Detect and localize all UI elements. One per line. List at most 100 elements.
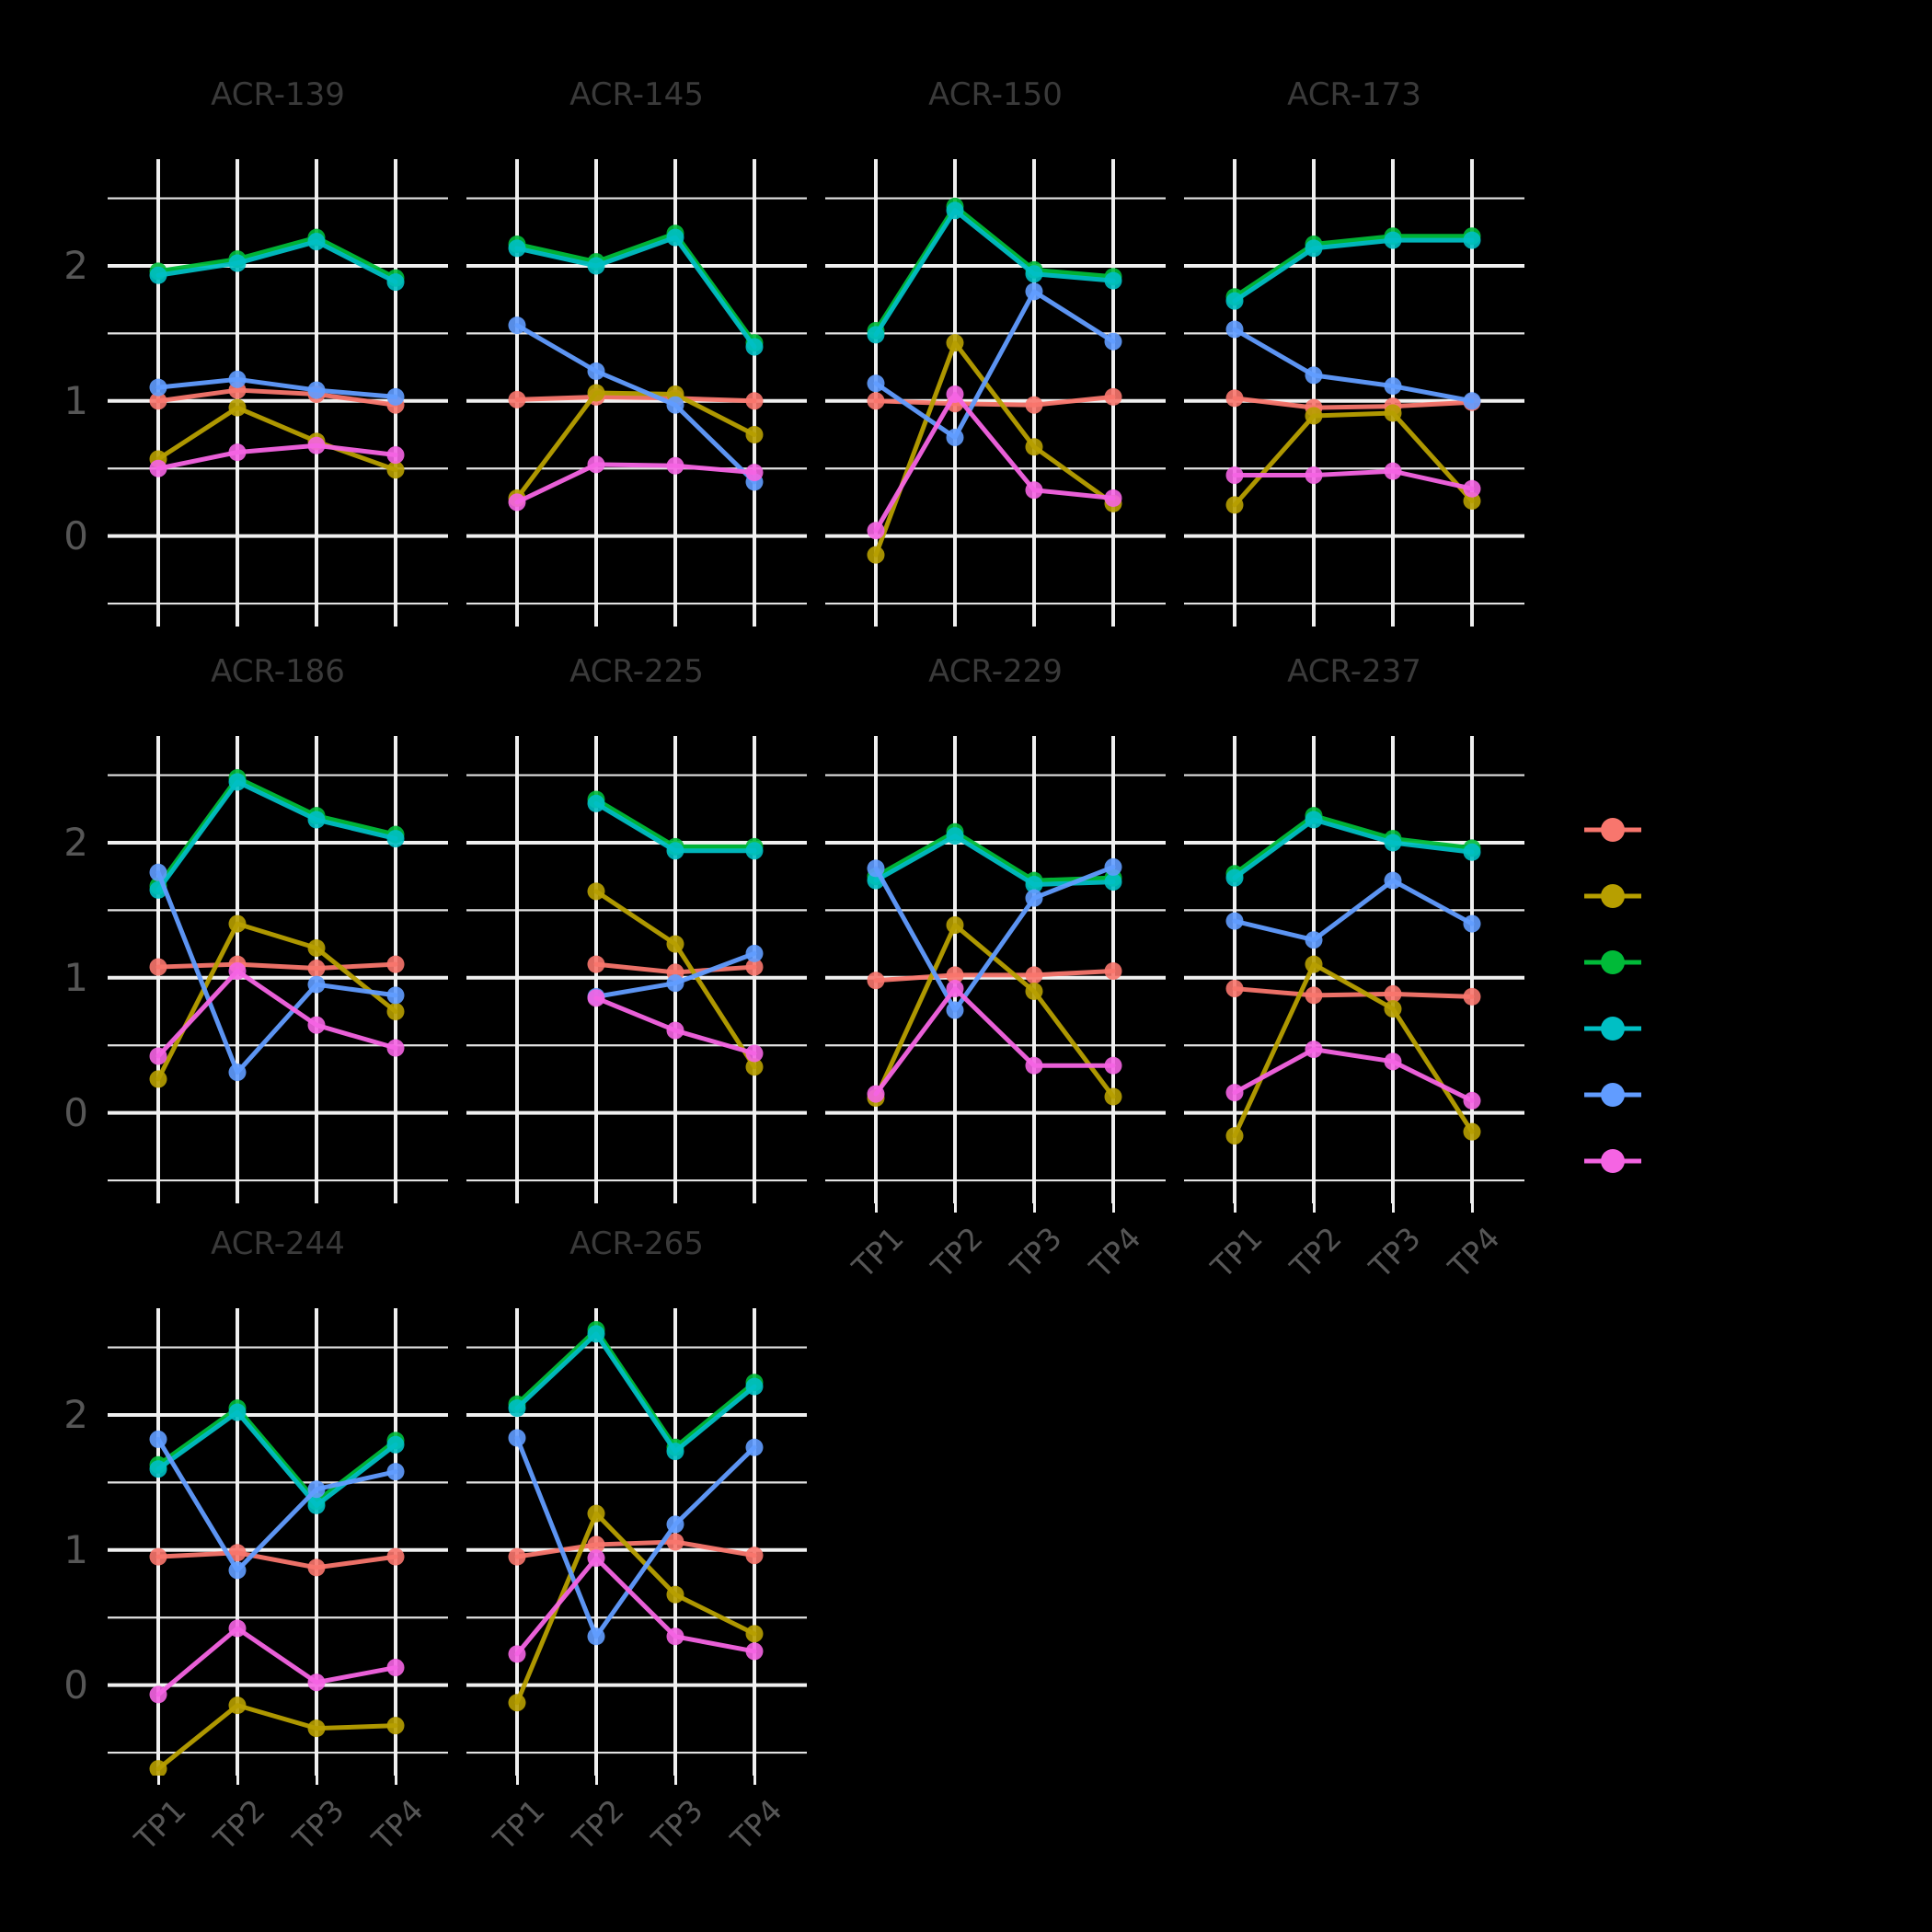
line-olive <box>155 405 398 473</box>
point-teal <box>666 1443 684 1461</box>
point-olive <box>1384 1000 1402 1018</box>
point-blue <box>1463 392 1481 410</box>
point-teal <box>946 827 964 845</box>
line-blue <box>1232 878 1475 943</box>
point-olive <box>386 1003 405 1021</box>
point-magenta <box>587 1549 605 1568</box>
line-olive <box>514 390 757 501</box>
point-magenta <box>307 436 326 454</box>
line-green <box>873 829 1116 883</box>
x-axis-tick <box>594 1776 598 1785</box>
facet-strip-title: ACR-225 <box>569 653 704 690</box>
point-teal <box>149 266 167 284</box>
point-magenta <box>1225 1084 1244 1102</box>
point-magenta <box>1104 489 1122 508</box>
point-blue <box>228 370 247 388</box>
line-green <box>155 1406 398 1504</box>
y-axis-tick-label: 0 <box>63 512 88 558</box>
x-axis-tick <box>315 1776 318 1785</box>
line-teal <box>514 1331 757 1455</box>
line-magenta <box>514 462 757 505</box>
facet-strip-title: ACR-237 <box>1287 653 1421 690</box>
point-teal <box>946 201 964 220</box>
point-olive <box>1305 955 1323 973</box>
point-olive <box>745 426 764 444</box>
line-magenta <box>873 986 1116 1097</box>
point-magenta <box>745 1044 764 1063</box>
point-teal <box>1025 876 1043 894</box>
point-blue <box>1384 377 1402 396</box>
point-teal <box>587 794 605 812</box>
point-blue <box>946 428 964 446</box>
point-teal <box>307 811 326 829</box>
point-magenta <box>149 1685 167 1704</box>
line-magenta <box>873 391 1116 534</box>
x-axis-tick <box>1312 1203 1316 1213</box>
x-axis-tick-label: TP4 <box>1082 1220 1148 1285</box>
facet-panel-ACR-186 <box>108 736 448 1203</box>
y-axis-tick-label: 1 <box>63 377 88 423</box>
point-olive <box>867 546 885 564</box>
line-teal <box>1232 817 1475 880</box>
point-salmon <box>867 392 885 410</box>
point-teal <box>1463 231 1481 249</box>
line-blue <box>873 289 1116 440</box>
point-magenta <box>149 1047 167 1065</box>
line-blue <box>155 1436 398 1573</box>
point-salmon <box>1025 966 1043 984</box>
point-salmon <box>1305 986 1323 1005</box>
line-salmon <box>155 1550 398 1570</box>
point-teal <box>666 842 684 860</box>
point-teal <box>307 233 326 251</box>
point-salmon <box>1104 961 1122 980</box>
line-blue <box>873 864 1116 1013</box>
line-teal <box>1232 237 1475 304</box>
point-salmon <box>149 1547 167 1566</box>
point-olive <box>508 1694 526 1712</box>
point-teal <box>1104 271 1122 290</box>
point-magenta <box>1305 1041 1323 1059</box>
legend-key-point-series-2 <box>1601 884 1625 908</box>
point-olive <box>946 334 964 352</box>
x-axis-tick <box>515 1776 519 1785</box>
point-olive <box>1025 438 1043 456</box>
point-blue <box>149 863 167 881</box>
point-blue <box>386 986 405 1005</box>
point-blue <box>666 1515 684 1534</box>
point-salmon <box>1384 984 1402 1003</box>
facet-panel-ACR-145 <box>466 159 807 627</box>
x-axis-tick-label: TP2 <box>565 1792 631 1857</box>
point-magenta <box>745 464 764 482</box>
point-olive <box>1104 1087 1122 1106</box>
x-axis-tick-label: TP2 <box>206 1792 272 1857</box>
point-teal <box>745 1377 764 1396</box>
line-magenta <box>1232 468 1475 491</box>
line-magenta <box>1232 1047 1475 1103</box>
x-axis-tick-label: TP2 <box>924 1220 990 1285</box>
point-blue <box>745 1438 764 1456</box>
point-magenta <box>1025 481 1043 500</box>
point-blue <box>1305 366 1323 385</box>
legend-key-point-series-1 <box>1601 818 1625 842</box>
x-axis-tick <box>1233 1203 1236 1213</box>
point-salmon <box>867 972 885 990</box>
facet-strip-title: ACR-139 <box>211 76 345 113</box>
point-olive <box>946 916 964 935</box>
facet-panel-ACR-265 <box>466 1308 807 1776</box>
point-teal <box>1305 811 1323 829</box>
point-blue <box>1025 889 1043 907</box>
line-green <box>873 203 1116 333</box>
facet-strip-title: ACR-186 <box>211 653 345 690</box>
legend-key-point-series-4 <box>1601 1017 1625 1041</box>
point-teal <box>228 1403 247 1421</box>
line-green <box>155 235 398 281</box>
line-salmon <box>155 961 398 972</box>
point-teal <box>386 1435 405 1454</box>
point-blue <box>307 975 326 994</box>
point-blue <box>666 396 684 414</box>
x-axis-tick <box>753 1776 756 1785</box>
point-blue <box>1225 912 1244 930</box>
line-magenta <box>155 443 398 471</box>
facet-panel-ACR-173 <box>1184 159 1524 627</box>
